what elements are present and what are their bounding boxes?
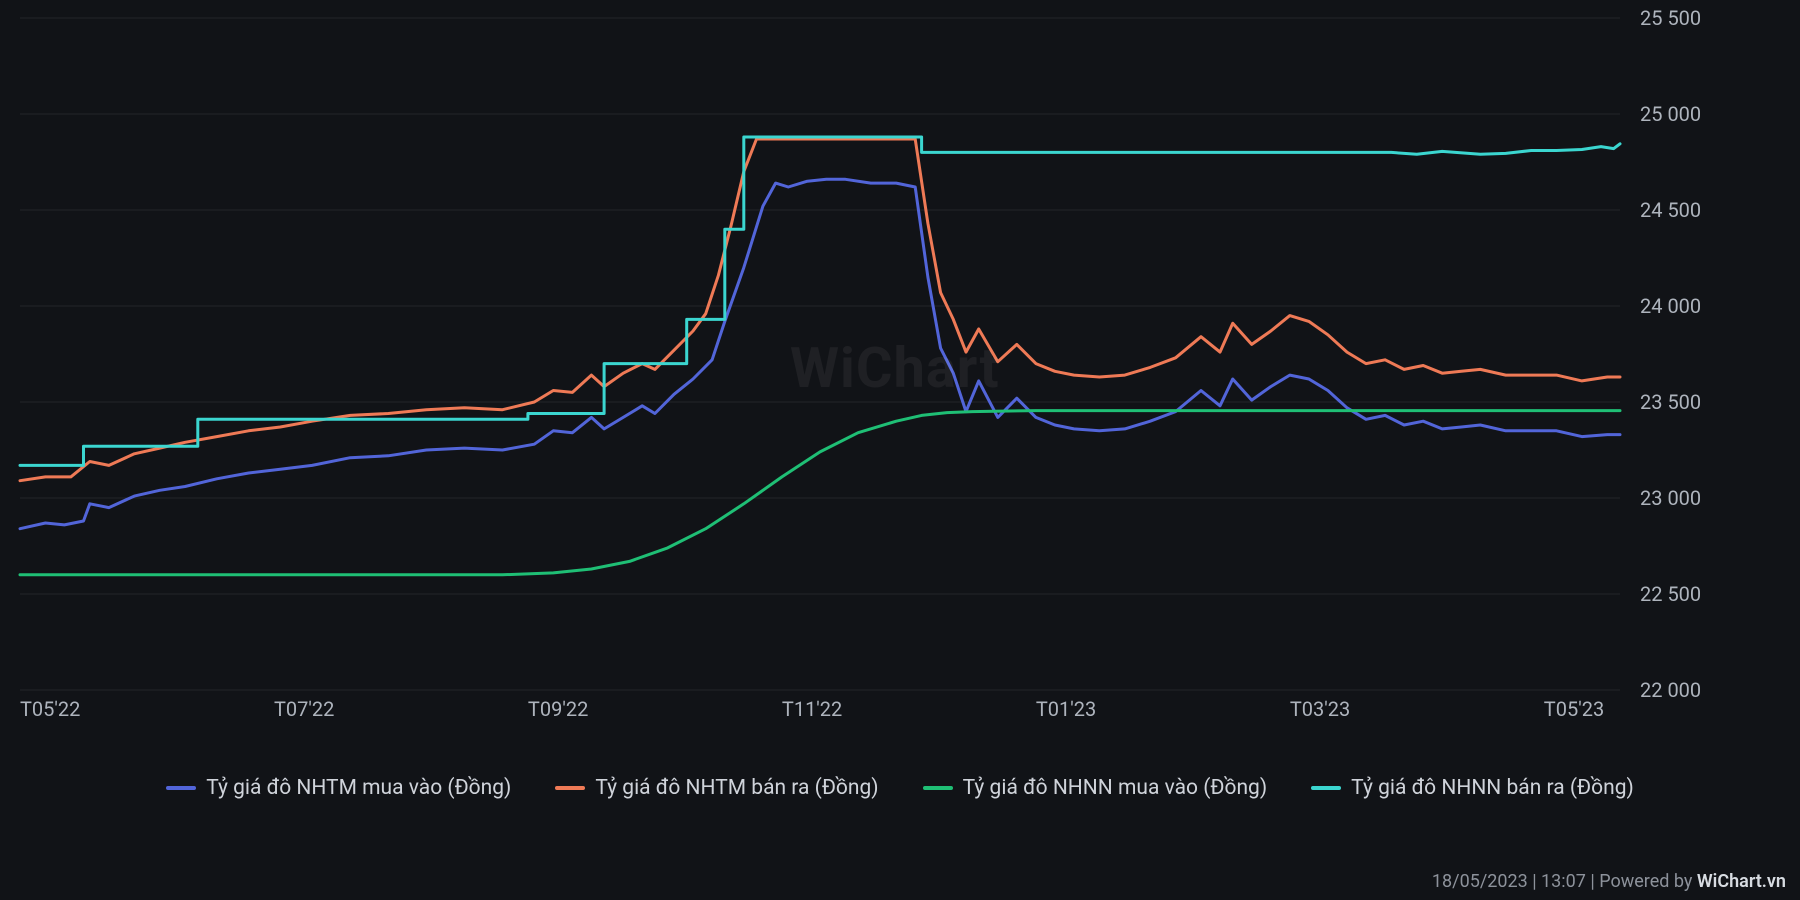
legend-item[interactable]: Tỷ giá đô NHTM bán ra (Đồng)	[555, 776, 878, 800]
x-tick-label: T09'22	[528, 697, 588, 721]
legend-item[interactable]: Tỷ giá đô NHNN bán ra (Đồng)	[1311, 776, 1634, 800]
series-line	[20, 411, 1620, 575]
legend: Tỷ giá đô NHTM mua vào (Đồng) Tỷ giá đô N…	[0, 772, 1800, 800]
y-tick-label: 23 500	[1640, 390, 1701, 414]
legend-swatch	[923, 786, 953, 790]
legend-label: Tỷ giá đô NHNN mua vào (Đồng)	[963, 776, 1268, 800]
y-tick-label: 25 500	[1640, 6, 1701, 30]
y-tick-label: 25 000	[1640, 102, 1701, 126]
footer-brand: WiChart.vn	[1697, 871, 1786, 892]
footer-time: 13:07	[1541, 871, 1586, 892]
series-line	[20, 139, 1620, 481]
y-tick-label: 24 000	[1640, 294, 1701, 318]
legend-label: Tỷ giá đô NHNN bán ra (Đồng)	[1351, 776, 1634, 800]
x-tick-label: T01'23	[1036, 697, 1096, 721]
x-tick-label: T11'22	[782, 697, 842, 721]
footer-caption: 18/05/2023 | 13:07 | Powered by WiChart.…	[1432, 871, 1786, 892]
x-tick-label: T05'23	[1544, 697, 1604, 721]
footer-date: 18/05/2023	[1432, 871, 1528, 892]
legend-swatch	[166, 786, 196, 790]
x-tick-label: T05'22	[20, 697, 80, 721]
series-line	[20, 179, 1620, 528]
legend-item[interactable]: Tỷ giá đô NHNN mua vào (Đồng)	[923, 776, 1268, 800]
legend-label: Tỷ giá đô NHTM bán ra (Đồng)	[595, 776, 878, 800]
chart-svg: 22 000 22 500 23 000 23 500 24 000 24 500 25 0…	[0, 0, 1800, 900]
y-tick-label: 22 000	[1640, 678, 1701, 702]
x-tick-label: T03'23	[1290, 697, 1350, 721]
legend-label: Tỷ giá đô NHTM mua vào (Đồng)	[206, 776, 511, 800]
legend-swatch	[1311, 786, 1341, 790]
y-tick-label: 23 000	[1640, 486, 1701, 510]
y-tick-label: 24 500	[1640, 198, 1701, 222]
x-tick-label: T07'22	[274, 697, 334, 721]
exchange-rate-chart: 22 000 22 500 23 000 23 500 24 000 24 500 25 0…	[0, 0, 1800, 900]
y-tick-label: 22 500	[1640, 582, 1701, 606]
legend-swatch	[555, 786, 585, 790]
legend-item[interactable]: Tỷ giá đô NHTM mua vào (Đồng)	[166, 776, 511, 800]
footer-prefix: Powered by	[1599, 871, 1692, 892]
